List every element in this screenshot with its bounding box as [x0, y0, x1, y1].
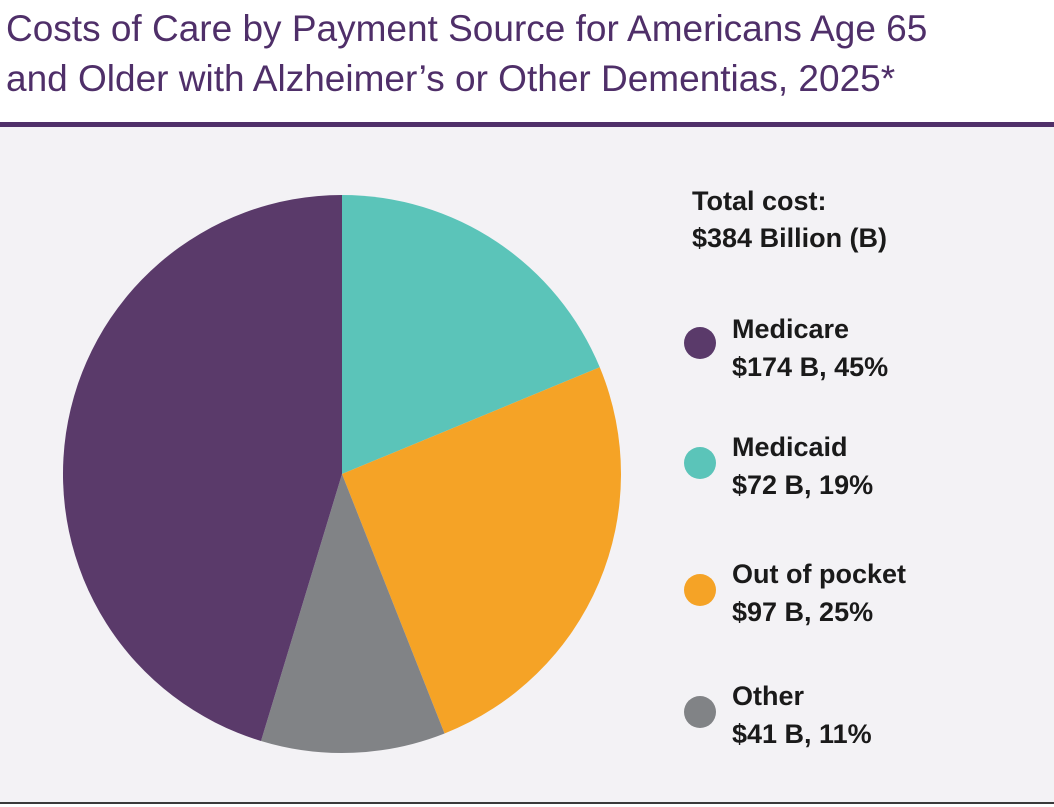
legend-value-other: $41 B, 11%	[732, 719, 872, 749]
chart-title-line-2: and Older with Alzheimer’s or Other Deme…	[6, 58, 896, 99]
bottom-divider	[0, 802, 1054, 804]
legend-text-out-of-pocket: Out of pocket $97 B, 25%	[732, 555, 906, 631]
legend-item-medicare: Medicare $174 B, 45%	[684, 310, 1044, 390]
total-cost: Total cost: $384 Billion (B)	[692, 183, 887, 257]
legend-swatch-medicaid	[684, 447, 716, 479]
legend-value-out-of-pocket: $97 B, 25%	[732, 597, 874, 627]
legend-swatch-medicare	[684, 327, 716, 359]
legend-label-out-of-pocket: Out of pocket	[732, 559, 906, 589]
legend-label-medicare: Medicare	[732, 314, 850, 344]
legend-item-out-of-pocket: Out of pocket $97 B, 25%	[684, 555, 1044, 635]
title-divider	[0, 122, 1054, 127]
pie-slice-medicaid	[342, 195, 600, 474]
chart-title-line-1: Costs of Care by Payment Source for Amer…	[6, 8, 928, 49]
legend-swatch-out-of-pocket	[684, 574, 716, 606]
legend-label-other: Other	[732, 681, 805, 711]
legend-value-medicare: $174 B, 45%	[732, 352, 889, 382]
legend-text-medicaid: Medicaid $72 B, 19%	[732, 428, 873, 504]
pie-slice-other	[261, 474, 445, 754]
legend-label-medicaid: Medicaid	[732, 432, 848, 462]
total-cost-label: Total cost:	[692, 186, 827, 216]
chart-title: Costs of Care by Payment Source for Amer…	[6, 4, 1050, 104]
legend-value-medicaid: $72 B, 19%	[732, 470, 874, 500]
pie-slice-medicare	[62, 194, 342, 741]
legend-swatch-other	[684, 696, 716, 728]
legend-text-medicare: Medicare $174 B, 45%	[732, 310, 888, 386]
total-cost-value: $384 Billion (B)	[692, 223, 888, 253]
legend-item-other: Other $41 B, 11%	[684, 677, 1044, 757]
pie-slice-out-of-pocket	[342, 367, 621, 734]
legend-item-medicaid: Medicaid $72 B, 19%	[684, 428, 1044, 508]
legend-text-other: Other $41 B, 11%	[732, 677, 872, 753]
